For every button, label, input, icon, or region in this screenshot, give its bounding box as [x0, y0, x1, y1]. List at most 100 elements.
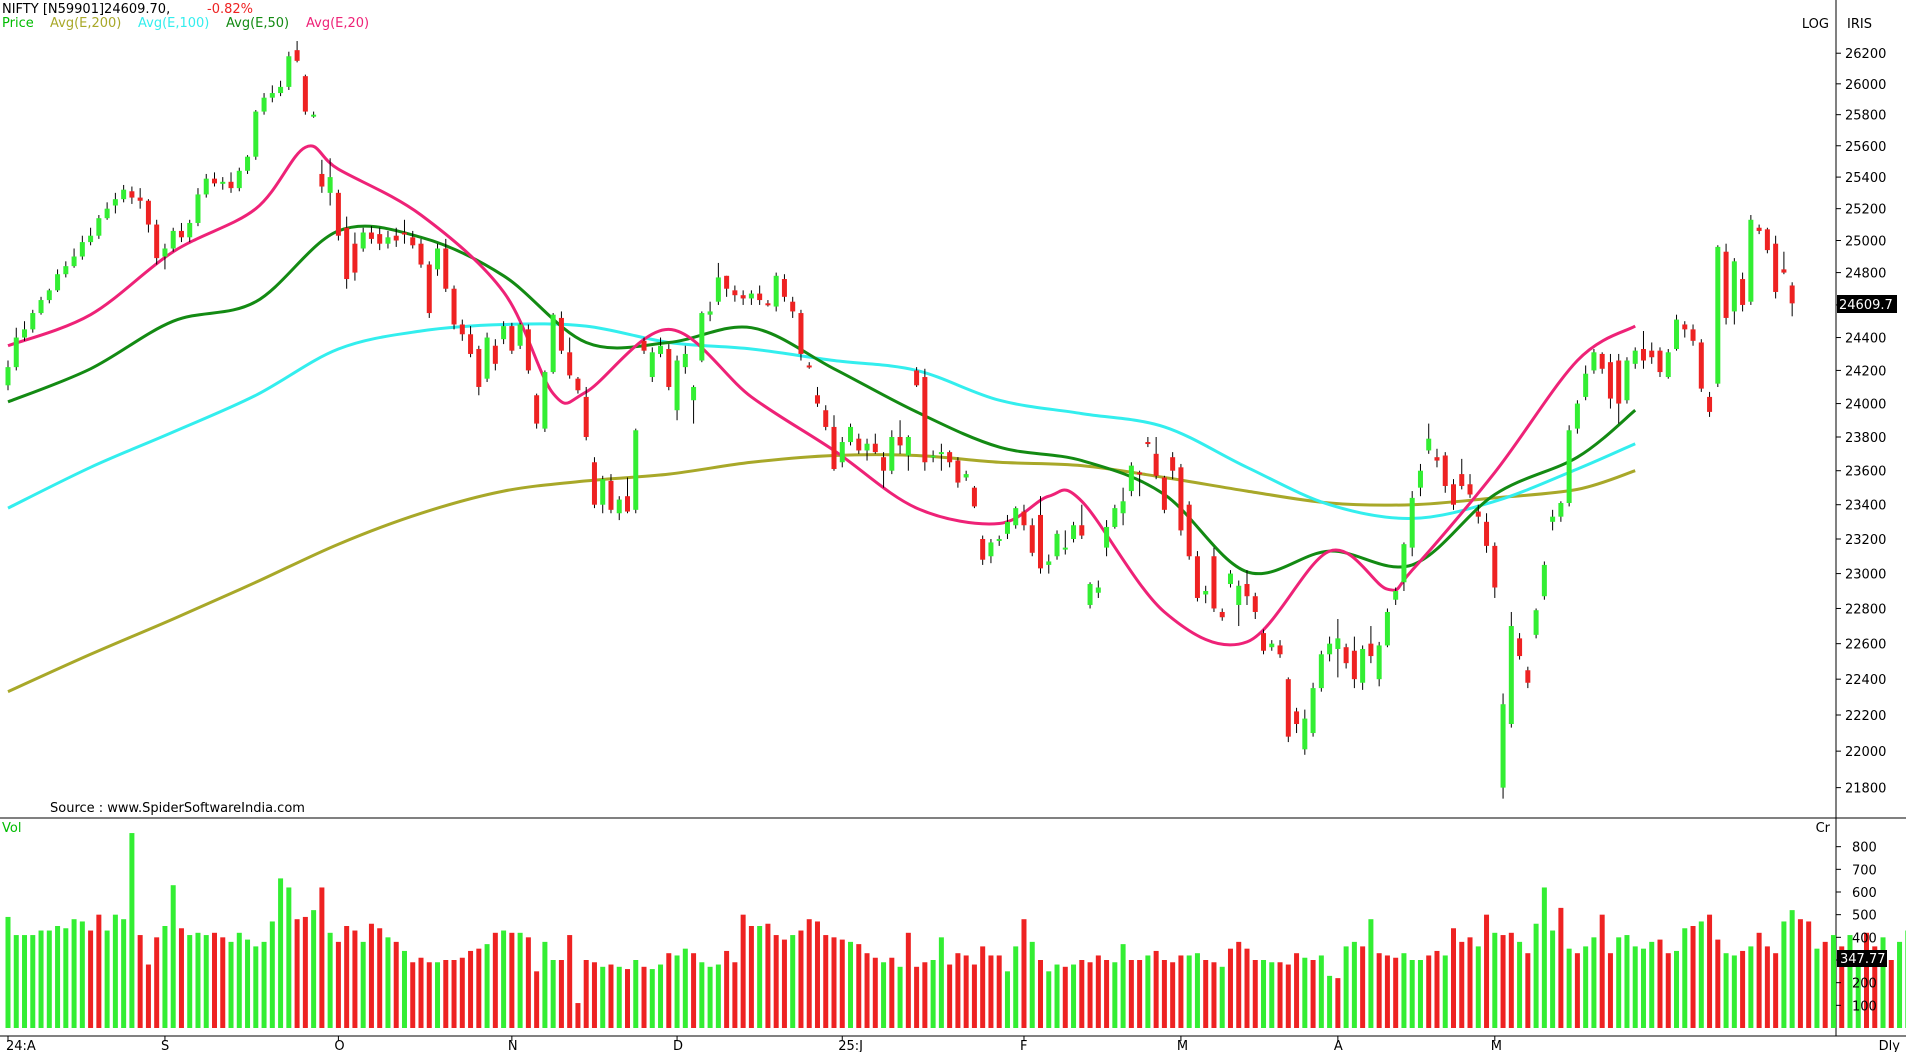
candle-body	[1261, 633, 1267, 651]
candle	[112, 192, 118, 214]
candle-body	[154, 224, 160, 259]
candle-body	[806, 365, 812, 368]
candle-body	[765, 303, 771, 306]
candle-body	[1475, 511, 1481, 517]
time-tick-label: S	[161, 1039, 169, 1052]
candle-body	[79, 242, 85, 257]
legend-item-3[interactable]: Avg(E,50)	[226, 16, 289, 31]
volume-bar	[897, 966, 903, 1028]
candle	[335, 189, 341, 241]
volume-bar	[1128, 960, 1134, 1028]
volume-bar	[930, 960, 936, 1028]
candle	[1401, 542, 1407, 591]
volume-bar	[1302, 957, 1308, 1028]
candle-body	[1244, 584, 1250, 597]
candle	[1343, 643, 1349, 669]
candle-body	[831, 426, 837, 470]
volume-bar	[1508, 932, 1514, 1028]
volume-bar	[195, 932, 201, 1028]
volume-bar	[1236, 941, 1242, 1028]
candle-body	[1153, 453, 1159, 476]
candle-body	[625, 496, 630, 512]
candle-body	[1071, 525, 1077, 539]
candle	[1715, 245, 1721, 387]
volume-bar	[806, 919, 812, 1028]
candle	[848, 423, 854, 446]
candle-body	[1029, 525, 1035, 553]
candle-body	[220, 181, 226, 184]
candle-body	[947, 452, 953, 463]
volume-bar	[1740, 950, 1746, 1028]
candle-body	[963, 474, 969, 478]
candle	[806, 362, 812, 369]
legend-item-2[interactable]: Avg(E,100)	[138, 16, 209, 31]
candle	[1318, 650, 1324, 692]
candle-body	[674, 360, 680, 411]
price-tick-label: 24400	[1845, 332, 1886, 347]
candle-body	[1756, 227, 1762, 231]
volume-bar	[682, 948, 688, 1028]
legend-item-0[interactable]: Price	[2, 16, 34, 31]
volume-bar	[1533, 923, 1539, 1028]
candle-body	[781, 279, 787, 297]
candle-body	[104, 208, 110, 219]
time-tick-label: F	[1020, 1039, 1027, 1052]
volume-bar	[1104, 960, 1110, 1028]
candle	[154, 219, 160, 265]
candle-body	[1649, 350, 1655, 358]
volume-bar	[1269, 962, 1275, 1028]
candle-body	[1451, 484, 1456, 505]
volume-bar	[344, 926, 350, 1028]
volume-bar	[104, 930, 110, 1028]
volume-bar	[1327, 975, 1333, 1028]
candle-body	[988, 542, 994, 557]
candle-body	[1062, 547, 1068, 550]
legend-item-4[interactable]: Avg(E,20)	[306, 16, 369, 31]
candle-body	[253, 111, 259, 157]
volume-bar	[1343, 946, 1349, 1028]
time-tick-label: 25:J	[838, 1039, 863, 1052]
volume-bar	[707, 966, 713, 1028]
candle	[575, 377, 581, 394]
candle-body	[608, 480, 614, 510]
volume-bar	[1145, 955, 1151, 1028]
volume-bar	[649, 969, 655, 1028]
candle	[1376, 641, 1382, 687]
candle	[1541, 561, 1547, 600]
candle-body	[666, 349, 672, 387]
candle	[443, 238, 449, 292]
volume-bar	[600, 966, 606, 1028]
volume-bar	[269, 921, 275, 1028]
volume-bar	[1252, 960, 1258, 1028]
volume-bar	[96, 914, 102, 1028]
volume-bar	[245, 939, 251, 1028]
volume-bar	[1186, 955, 1192, 1028]
volume-bar	[228, 941, 234, 1028]
candle	[517, 322, 523, 350]
candle	[1698, 339, 1704, 392]
candle-body	[1657, 350, 1663, 373]
candle-body	[1203, 590, 1209, 595]
candle-body	[1624, 360, 1630, 401]
volume-bar	[203, 935, 209, 1028]
candle	[1327, 636, 1333, 662]
volume-panel-title: Vol	[2, 821, 21, 836]
candle	[1574, 400, 1580, 434]
candle	[1459, 458, 1465, 490]
volume-bar	[674, 955, 680, 1028]
volume-bar	[1781, 921, 1787, 1028]
candle	[550, 313, 556, 374]
candle-body	[1789, 285, 1795, 304]
volume-bar	[1475, 946, 1481, 1028]
volume-bar	[1310, 960, 1316, 1028]
candle	[88, 227, 94, 246]
volume-bar	[1517, 941, 1523, 1028]
volume-bar	[856, 944, 862, 1028]
candle-body	[1211, 556, 1217, 609]
volume-bar	[1632, 946, 1638, 1028]
volume-bar	[765, 923, 771, 1028]
log-scale-toggle[interactable]: LOG	[1802, 17, 1829, 32]
legend-item-1[interactable]: Avg(E,200)	[50, 16, 121, 31]
candle-body	[1409, 497, 1415, 548]
